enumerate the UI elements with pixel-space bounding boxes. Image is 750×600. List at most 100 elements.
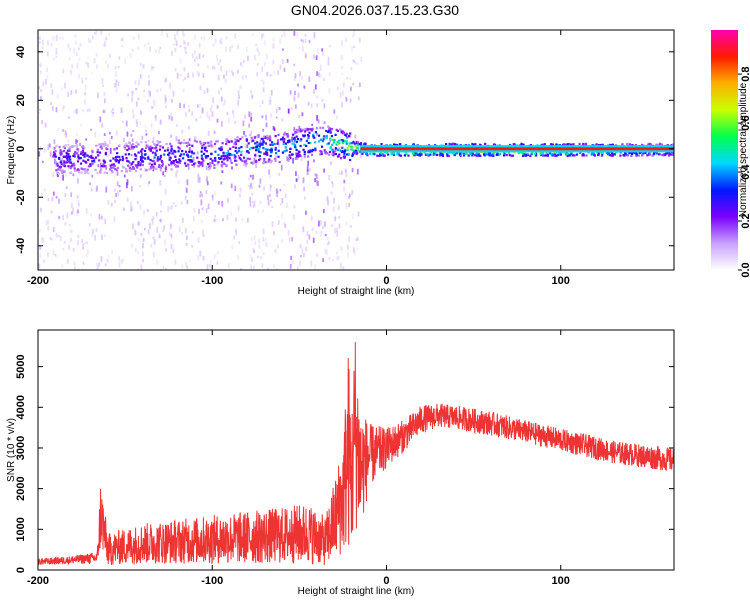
heatmap-cell xyxy=(287,157,290,160)
heatmap-cell xyxy=(286,202,288,209)
heatmap-cell xyxy=(339,149,342,152)
heatmap-cell xyxy=(175,164,178,167)
heatmap-cell xyxy=(231,69,233,74)
heatmap-cell xyxy=(183,153,186,156)
heatmap-cell xyxy=(200,150,203,153)
heatmap-cell xyxy=(295,171,297,176)
heatmap-cell xyxy=(333,109,336,114)
heatmap-cell xyxy=(346,148,349,152)
heatmap-cell xyxy=(251,33,254,36)
heatmap-cell xyxy=(105,36,108,41)
heatmap-cell xyxy=(293,205,296,209)
heatmap-cell xyxy=(521,152,524,155)
heatmap-cell xyxy=(107,254,110,258)
heatmap-cell xyxy=(186,179,189,186)
heatmap-cell xyxy=(340,66,343,69)
heatmap-cell xyxy=(334,216,337,222)
heatmap-cell xyxy=(285,133,288,136)
x-tick-label: -200 xyxy=(27,275,49,287)
heatmap-cell xyxy=(272,126,275,130)
heatmap-cell xyxy=(52,249,55,256)
heatmap-cell xyxy=(327,56,330,63)
heatmap-cell xyxy=(288,140,291,143)
heatmap-cell xyxy=(562,143,565,146)
heatmap-cell xyxy=(84,172,87,175)
heatmap-cell xyxy=(250,89,253,94)
heatmap-cell xyxy=(642,152,645,155)
y-tick-label: 0 xyxy=(15,146,27,152)
heatmap-cell xyxy=(158,49,160,54)
heatmap-cell xyxy=(113,148,116,151)
heatmap-cell xyxy=(53,153,56,156)
heatmap-cell xyxy=(329,137,332,140)
heatmap-cell xyxy=(517,151,520,155)
heatmap-cell xyxy=(170,164,173,167)
heatmap-cell xyxy=(80,151,83,154)
heatmap-cell xyxy=(265,134,269,138)
heatmap-cell xyxy=(62,247,65,251)
heatmap-cell xyxy=(225,70,228,76)
heatmap-cell xyxy=(70,192,73,197)
heatmap-cell xyxy=(303,156,306,159)
heatmap-cell xyxy=(219,59,222,63)
heatmap-cell xyxy=(232,145,235,149)
heatmap-cell xyxy=(347,245,349,250)
heatmap-cell xyxy=(307,151,310,154)
heatmap-cell xyxy=(307,128,310,131)
heatmap-cell xyxy=(214,159,217,162)
heatmap-cell xyxy=(243,133,246,137)
heatmap-cell xyxy=(291,106,293,111)
heatmap-cell xyxy=(67,91,70,97)
heatmap-cell xyxy=(225,164,228,168)
heatmap-cell xyxy=(183,139,186,142)
heatmap-cell xyxy=(51,106,54,111)
heatmap-cell xyxy=(149,148,153,151)
heatmap-cell xyxy=(64,193,67,198)
heatmap-cell xyxy=(201,157,204,161)
heatmap-cell xyxy=(269,161,272,164)
heatmap-cell xyxy=(103,100,106,104)
heatmap-cell xyxy=(152,252,155,258)
heatmap-cell xyxy=(263,61,266,67)
heatmap-cell xyxy=(530,153,533,156)
heatmap-cell xyxy=(191,144,194,147)
heatmap-cell xyxy=(251,185,253,190)
heatmap-cell xyxy=(139,155,143,159)
heatmap-cell xyxy=(55,48,58,54)
heatmap-cell xyxy=(319,150,322,153)
heatmap-cell xyxy=(72,207,74,214)
heatmap-cell xyxy=(248,177,250,181)
heatmap-cell xyxy=(202,229,204,235)
heatmap-cell xyxy=(39,70,42,74)
heatmap-cell xyxy=(115,86,118,93)
heatmap-cell xyxy=(316,115,318,121)
heatmap-cell xyxy=(193,58,196,63)
heatmap-cell xyxy=(194,162,197,165)
heatmap-cell xyxy=(315,126,318,130)
heatmap-cell xyxy=(53,147,56,153)
heatmap-cell xyxy=(163,153,166,156)
heatmap-cell xyxy=(553,153,556,156)
heatmap-cell xyxy=(302,226,305,233)
x-tick-label: 0 xyxy=(383,275,389,287)
heatmap-cell xyxy=(207,130,210,136)
heatmap-cell xyxy=(173,43,175,46)
heatmap-cell xyxy=(243,130,245,135)
heatmap-cell xyxy=(351,167,354,173)
heatmap-cell xyxy=(55,55,58,59)
heatmap-cell xyxy=(238,95,240,100)
heatmap-cell xyxy=(188,108,191,113)
heatmap-cell xyxy=(184,46,187,50)
heatmap-cell xyxy=(158,131,160,135)
heatmap-cell xyxy=(322,226,324,229)
heatmap-cell xyxy=(242,120,245,127)
heatmap-cell xyxy=(323,149,326,152)
heatmap-cell xyxy=(281,213,283,218)
heatmap-cell xyxy=(414,152,417,155)
heatmap-cell xyxy=(169,82,172,89)
heatmap-cell xyxy=(329,130,332,133)
heatmap-cell xyxy=(465,152,468,155)
heatmap-cell xyxy=(88,222,91,227)
heatmap-cell xyxy=(308,39,311,44)
